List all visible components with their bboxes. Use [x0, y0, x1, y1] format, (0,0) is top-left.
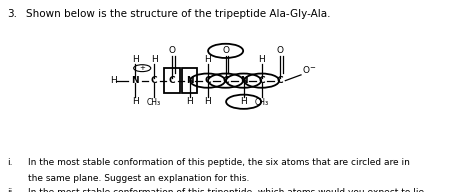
- Text: In the most stable conformation of this peptide, the six atoms that are circled : In the most stable conformation of this …: [28, 158, 410, 167]
- Text: H: H: [132, 55, 138, 64]
- Text: H: H: [258, 55, 265, 64]
- Text: C: C: [204, 76, 211, 85]
- Text: −: −: [309, 65, 315, 71]
- Text: O: O: [276, 46, 283, 55]
- Text: 3.: 3.: [7, 9, 17, 19]
- Text: ii.: ii.: [7, 188, 15, 192]
- Text: H: H: [110, 76, 117, 85]
- Text: N: N: [240, 76, 247, 85]
- Text: H: H: [132, 97, 138, 106]
- Text: the same plane. Suggest an explanation for this.: the same plane. Suggest an explanation f…: [28, 174, 250, 183]
- Text: O: O: [302, 66, 309, 75]
- Text: C: C: [169, 76, 175, 85]
- Bar: [182, 68, 197, 93]
- Text: C: C: [222, 76, 229, 85]
- Text: H: H: [204, 97, 211, 106]
- Text: i.: i.: [7, 158, 13, 167]
- Text: Shown below is the structure of the tripeptide Ala-Gly-Ala.: Shown below is the structure of the trip…: [26, 9, 330, 19]
- Text: C: C: [276, 76, 283, 85]
- Text: H: H: [204, 55, 211, 64]
- Text: H: H: [240, 97, 247, 106]
- Text: C: C: [258, 76, 265, 85]
- Bar: [164, 68, 180, 93]
- Text: C: C: [151, 76, 157, 85]
- Text: CH₃: CH₃: [255, 98, 269, 107]
- Text: H: H: [186, 97, 193, 106]
- Text: CH₃: CH₃: [147, 98, 161, 107]
- Text: +: +: [139, 65, 145, 71]
- Text: O: O: [169, 46, 175, 55]
- Text: H: H: [151, 55, 157, 64]
- Text: N: N: [186, 76, 193, 85]
- Text: O: O: [222, 46, 229, 55]
- Text: In the most stable conformation of this tripeptide, which atoms would you expect: In the most stable conformation of this …: [28, 188, 425, 192]
- Text: N: N: [131, 76, 139, 85]
